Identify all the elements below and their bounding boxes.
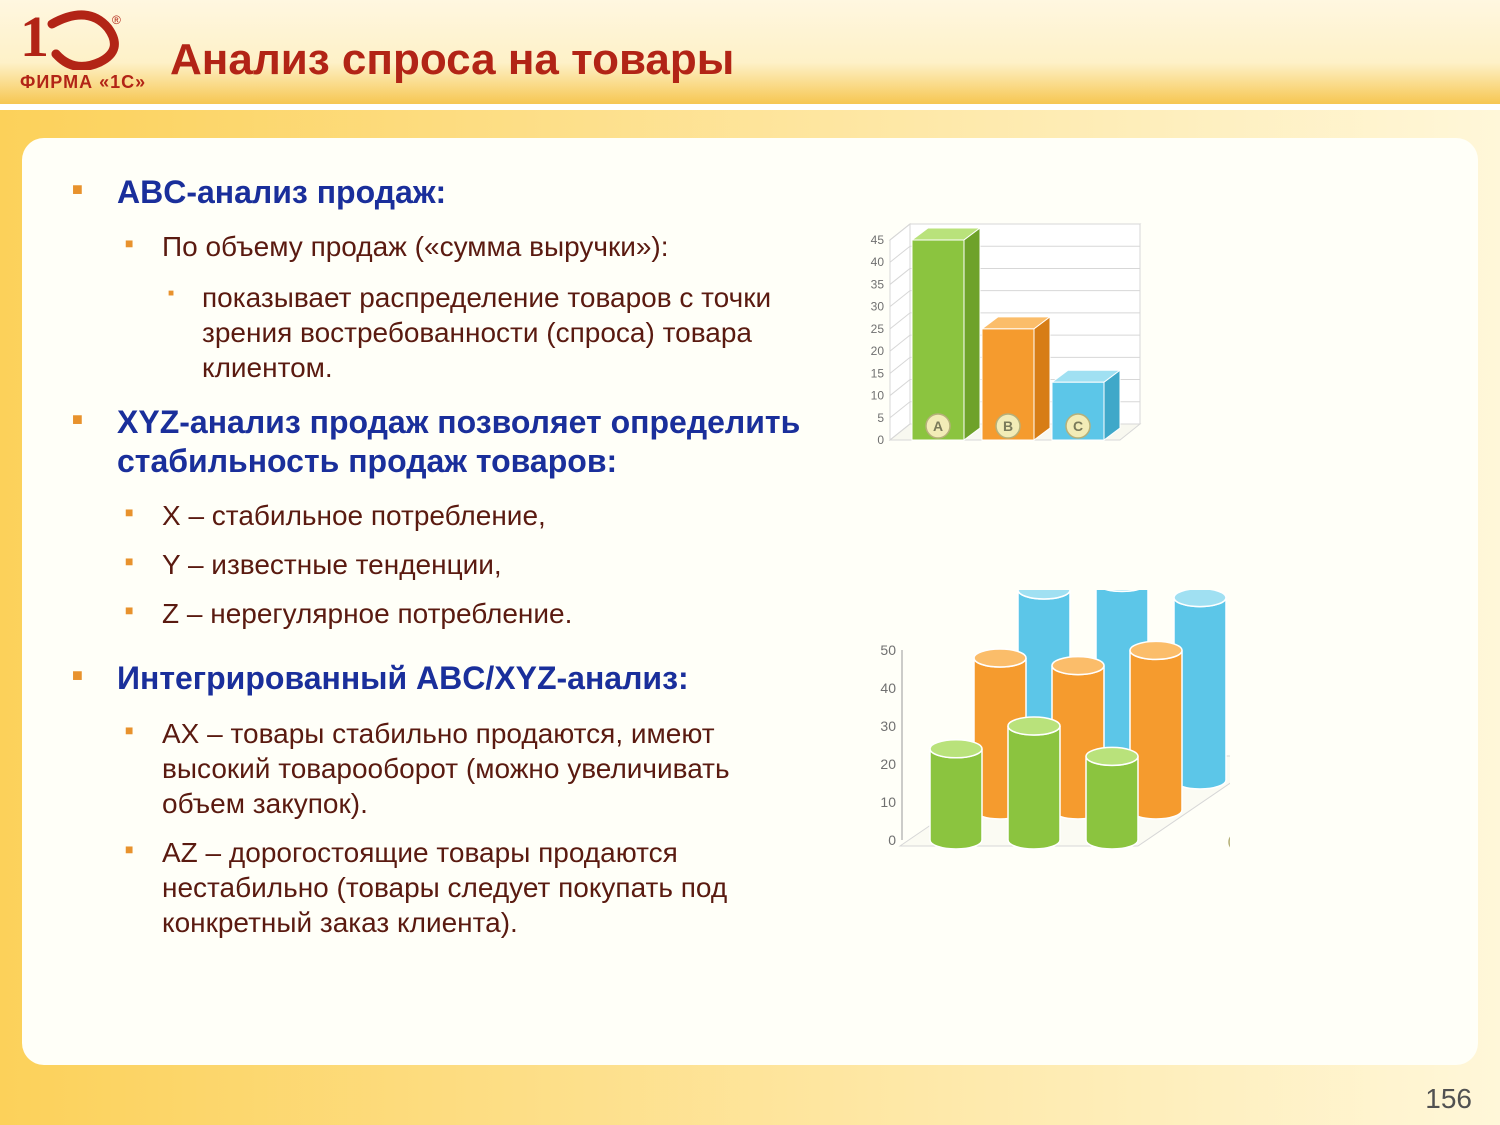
svg-text:50: 50 (880, 642, 896, 658)
svg-text:30: 30 (871, 300, 885, 314)
svg-text:5: 5 (877, 411, 884, 425)
text-content: ABC-анализ продаж: По объему продаж («су… (67, 173, 817, 940)
svg-text:0: 0 (877, 433, 884, 447)
bullet: Y – известные тенденции, (117, 547, 817, 582)
section: Интегрированный ABC/XYZ-анализ: AX – тов… (67, 659, 817, 939)
svg-text:35: 35 (871, 277, 885, 291)
section-heading: ABC-анализ продаж: (117, 173, 817, 211)
svg-text:B: B (1003, 418, 1013, 434)
svg-text:10: 10 (871, 389, 885, 403)
section: XYZ-анализ продаж позволяет определить с… (67, 403, 817, 631)
chart-abc-xyz-cylinders: 01020304050ABC (840, 590, 1230, 875)
section: ABC-анализ продаж: По объему продаж («су… (67, 173, 817, 385)
section-heading: Интегрированный ABC/XYZ-анализ: (117, 659, 817, 697)
bullet: По объему продаж («сумма выручки»): пока… (117, 229, 817, 385)
slide-title: Анализ спроса на товары (170, 35, 734, 85)
svg-text:25: 25 (871, 322, 885, 336)
svg-text:20: 20 (871, 344, 885, 358)
content-card: ABC-анализ продаж: По объему продаж («су… (22, 138, 1478, 1065)
svg-text:20: 20 (880, 756, 896, 772)
svg-text:C: C (1073, 418, 1083, 434)
section-heading: XYZ-анализ продаж позволяет определить с… (117, 403, 817, 480)
page-number: 156 (1425, 1083, 1472, 1115)
svg-text:30: 30 (880, 718, 896, 734)
svg-text:40: 40 (880, 680, 896, 696)
svg-text:40: 40 (871, 255, 885, 269)
logo-1c: 1 ® ФИРМА «1С» (20, 10, 146, 93)
svg-text:®: ® (112, 13, 121, 27)
svg-text:15: 15 (871, 366, 885, 380)
chart-abc-bars: 0 5 10 15 20 25 30 35 40 45 A B C (840, 210, 1170, 475)
svg-text:45: 45 (871, 233, 885, 247)
logo-text: ФИРМА «1С» (20, 72, 146, 93)
svg-text:1: 1 (20, 10, 49, 69)
bullet: AX – товары стабильно продаются, имеют в… (117, 716, 817, 821)
sub-bullet: показывает распределение товаров с точки… (162, 280, 817, 385)
bullet: Z – нерегулярное потребление. (117, 596, 817, 631)
bullet: X – стабильное потребление, (117, 498, 817, 533)
bullet: AZ – дорогостоящие товары продаются нест… (117, 835, 817, 940)
svg-text:A: A (933, 418, 943, 434)
svg-text:0: 0 (888, 832, 896, 848)
svg-text:10: 10 (880, 794, 896, 810)
